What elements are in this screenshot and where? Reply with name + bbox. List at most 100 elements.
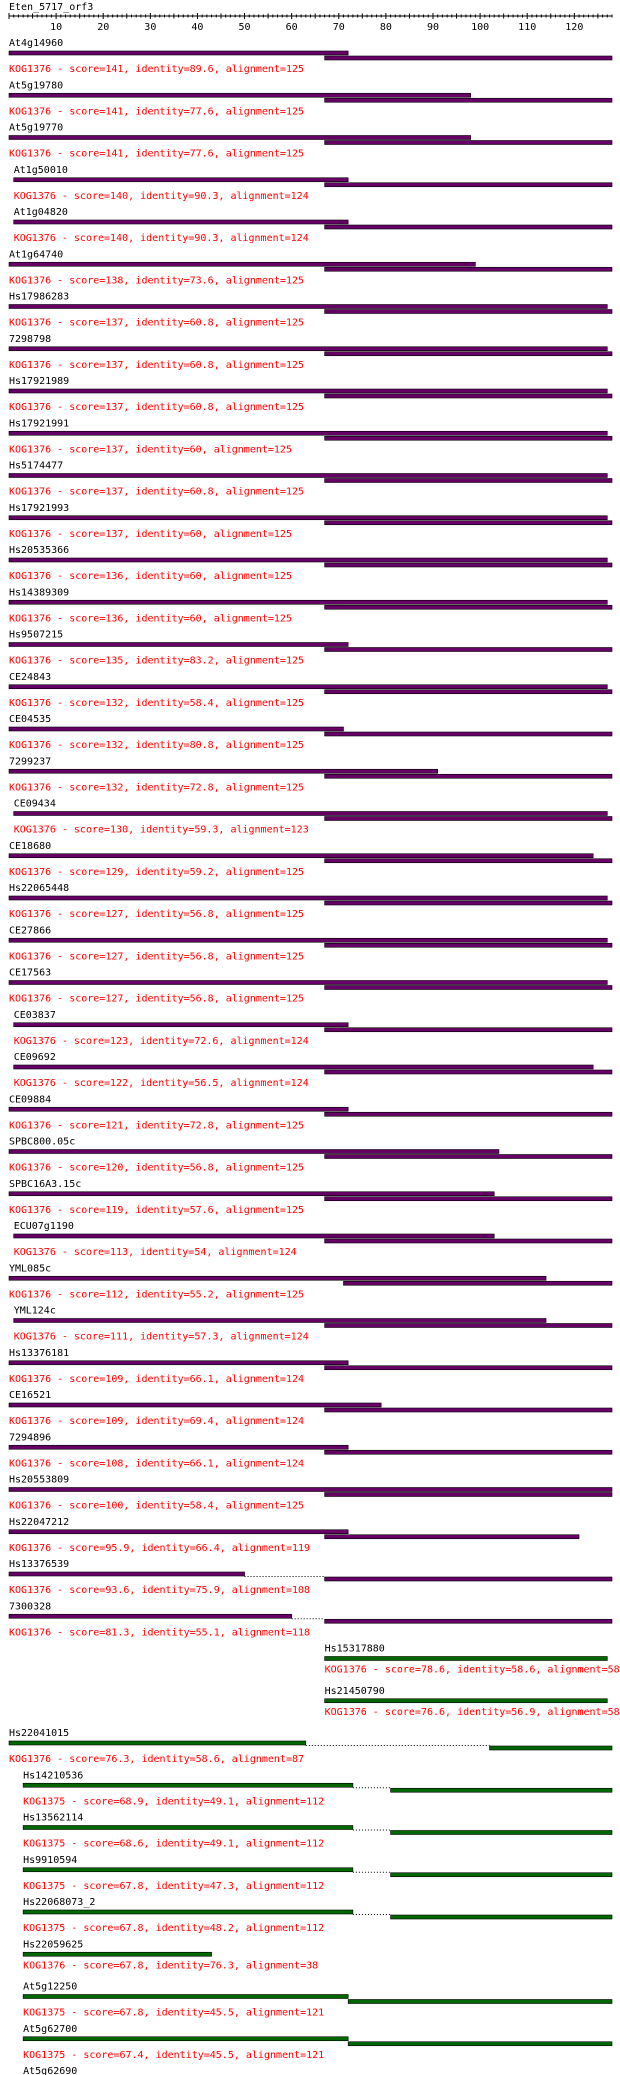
ruler-tick-label: 20 (97, 22, 109, 33)
hit-row: YML085c KOG1376 - score=112, identity=55.… (8, 1263, 613, 1300)
hit-row: CE17563 KOG1376 - score=127, identity=56.… (8, 968, 613, 1005)
hit-label: KOG1376 - score=67.8, identity=76.3, ali… (23, 1960, 318, 1971)
hit-label: KOG1376 - score=136, identity=60, alignm… (9, 613, 292, 624)
alignment-bar (13, 811, 608, 816)
alignment-bar (8, 895, 608, 901)
hit-row: 7298798 KOG1376 - score=137, identity=60.… (8, 334, 613, 371)
hit-name: Hs17921991 (9, 418, 69, 429)
ruler-tick-label: 50 (239, 22, 251, 33)
alignment-bar (8, 304, 608, 309)
alignment-bar (324, 1698, 608, 1704)
hit-name: At1g64740 (9, 249, 63, 260)
hit-row: CE16521 KOG1376 - score=109, identity=69.… (8, 1390, 613, 1427)
hit-row: CE04535 KOG1376 - score=132, identity=80.… (8, 714, 613, 751)
alignment-bar (13, 177, 349, 183)
hit-name: At5g62690 (23, 2066, 77, 2075)
hit-label: KOG1376 - score=81.3, identity=55.1, ali… (9, 1627, 310, 1638)
hit-name: Hs20535366 (9, 545, 69, 556)
alignment-bar (347, 1999, 613, 2004)
hit-name: Hs22041015 (9, 1728, 69, 1739)
alignment-bar (8, 1571, 245, 1577)
hit-label: KOG1376 - score=127, identity=56.8, alig… (9, 909, 304, 920)
alignment-bar (324, 55, 613, 61)
hit-label: KOG1376 - score=135, identity=83.2, alig… (9, 656, 304, 667)
alignment-bar (324, 140, 613, 145)
hit-label: KOG1375 - score=68.6, identity=49.1, ali… (23, 1839, 324, 1850)
alignment-bar (324, 1449, 613, 1455)
hit-name: CE09434 (14, 799, 56, 810)
alignment-bar (8, 1402, 382, 1408)
hit-name: CE09884 (9, 1094, 51, 1105)
hit-label: KOG1376 - score=132, identity=80.8, alig… (9, 740, 304, 751)
alignment-bar (324, 689, 613, 695)
hit-label: KOG1375 - score=67.8, identity=48.2, ali… (23, 1923, 324, 1934)
hit-label: KOG1376 - score=140, identity=90.3, alig… (14, 233, 309, 244)
hit-row: Hs22041015 KOG1376 - score=76.3, identity… (8, 1728, 613, 1765)
ruler-tick-label: 110 (518, 22, 536, 33)
hit-name: Hs14389309 (9, 587, 69, 598)
alignment-bar (390, 1914, 613, 1920)
hit-row: Hs15317880 KOG1376 - score=78.6, identity… (324, 1644, 620, 1676)
alignment-bar (324, 858, 613, 864)
alignment-bar (324, 393, 613, 399)
hit-label: KOG1376 - score=113, identity=54, alignm… (14, 1247, 297, 1258)
alignment-bar (13, 1233, 495, 1239)
alignment-bar (22, 1867, 354, 1873)
hit-row: Hs20535366 KOG1376 - score=136, identity=… (8, 545, 613, 582)
hit-label: KOG1376 - score=132, identity=72.8, alig… (9, 782, 304, 793)
alignment-bar (8, 261, 476, 267)
hit-label: KOG1375 - score=67.8, identity=47.3, ali… (23, 1881, 324, 1892)
alignment-bar (347, 2041, 613, 2047)
hit-label: KOG1376 - score=137, identity=60.8, alig… (9, 318, 304, 329)
hit-label: KOG1376 - score=127, identity=56.8, alig… (9, 951, 304, 962)
hit-name: CE04535 (9, 714, 51, 725)
alignment-bar (13, 219, 349, 225)
alignment-bar (8, 346, 608, 352)
alignment-bar (324, 1238, 613, 1244)
hit-row: Hs22059625 KOG1376 - score=67.8, identity… (22, 1939, 318, 1971)
hit-row: At4g14960 KOG1376 - score=141, identity=8… (8, 38, 613, 75)
alignment-bar (13, 1064, 594, 1070)
alignment-bar (13, 1318, 547, 1323)
hit-name: 7299237 (9, 756, 51, 767)
hit-label: KOG1376 - score=129, identity=59.2, alig… (9, 867, 304, 878)
hit-label: KOG1376 - score=140, identity=90.3, alig… (14, 191, 309, 202)
alignment-bar (324, 1365, 613, 1371)
hit-label: KOG1376 - score=109, identity=69.4, alig… (9, 1416, 304, 1427)
alignment-bar (8, 1529, 349, 1535)
hit-row: Hs20553809 KOG1376 - score=100, identity=… (8, 1475, 613, 1512)
alignment-bar (8, 430, 608, 436)
hit-row: At5g62690KOG1375 - score=67.4, identity=… (23, 2066, 77, 2075)
hit-label: KOG1376 - score=95.9, identity=66.4, ali… (9, 1543, 310, 1554)
alignment-bar (343, 1280, 613, 1286)
alignment-bar (324, 942, 613, 948)
hit-row: CE24843 KOG1376 - score=132, identity=58.… (8, 672, 613, 709)
alignment-bar (8, 1191, 495, 1197)
hit-row: CE03837 KOG1376 - score=123, identity=72.… (13, 1010, 613, 1047)
alignment-bar (8, 1275, 547, 1281)
hit-row: Hs13376181 KOG1376 - score=109, identity=… (8, 1348, 613, 1385)
alignment-bar (324, 1407, 613, 1413)
alignment-bar (324, 731, 613, 737)
hit-name: SPBC800.05c (9, 1137, 75, 1148)
hit-name: CE16521 (9, 1390, 51, 1401)
hit-name: CE03837 (14, 1010, 56, 1021)
hit-row: At1g64740 KOG1376 - score=138, identity=7… (8, 249, 613, 286)
ruler-tick-label: 100 (471, 22, 489, 33)
alignment-bar (324, 1196, 613, 1202)
hit-label: KOG1375 - score=68.9, identity=49.1, ali… (23, 1796, 324, 1807)
alignment-bar (8, 980, 608, 985)
hit-name: 7298798 (9, 334, 51, 345)
hit-label: KOG1376 - score=120, identity=56.8, alig… (9, 1163, 304, 1174)
hit-label: KOG1376 - score=76.3, identity=58.6, ali… (9, 1754, 304, 1765)
hit-name: Hs22059625 (23, 1939, 83, 1950)
hit-label: KOG1375 - score=67.4, identity=45.5, ali… (23, 2050, 324, 2061)
hit-name: CE09692 (14, 1052, 56, 1063)
alignment-bar (8, 1613, 292, 1619)
alignment-bar (324, 985, 613, 990)
hit-row: 7294896 KOG1376 - score=108, identity=66.… (8, 1432, 613, 1469)
hit-row: Hs13376539 KOG1376 - score=93.6, identity… (8, 1559, 613, 1596)
alignment-bar (8, 557, 608, 563)
hit-row: CE09692 KOG1376 - score=122, identity=56.… (13, 1052, 613, 1089)
